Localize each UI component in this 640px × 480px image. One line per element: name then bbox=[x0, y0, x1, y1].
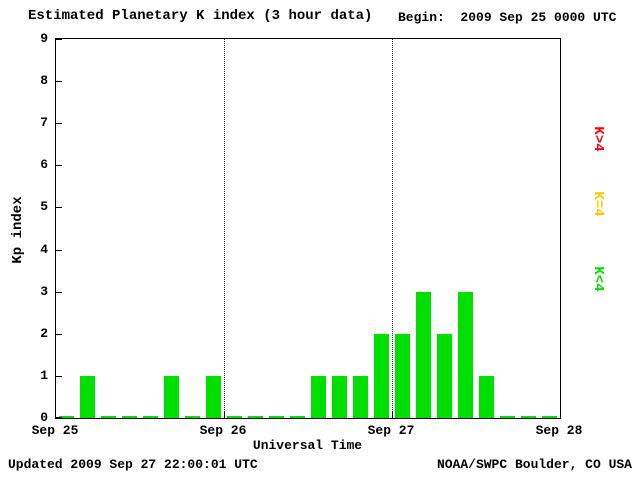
x-tick-label: Sep 28 bbox=[535, 423, 583, 438]
y-tick bbox=[56, 165, 62, 167]
x-tick-label: Sep 25 bbox=[31, 423, 79, 438]
y-tick bbox=[56, 249, 62, 251]
kp-bar bbox=[79, 375, 96, 418]
y-tick-label: 9 bbox=[40, 31, 48, 46]
y-tick-label: 6 bbox=[40, 157, 48, 173]
kp-bar bbox=[541, 416, 558, 418]
y-tick-label: 4 bbox=[40, 241, 48, 257]
y-tick bbox=[56, 207, 62, 209]
attribution: NOAA/SWPC Boulder, CO USA bbox=[436, 457, 632, 472]
kp-bar bbox=[121, 416, 138, 418]
y-tick bbox=[56, 123, 62, 125]
x-tick-label: Sep 27 bbox=[367, 423, 415, 438]
kp-bar bbox=[184, 416, 201, 418]
y-tick-label: 3 bbox=[40, 283, 48, 299]
plot-area bbox=[55, 38, 561, 419]
day-gridline bbox=[224, 39, 225, 418]
legend-item-mid: K=4 bbox=[590, 191, 606, 217]
day-gridline bbox=[392, 39, 393, 418]
kp-bar bbox=[436, 333, 453, 418]
y-tick bbox=[56, 81, 62, 83]
y-tick-label: 0 bbox=[40, 410, 48, 425]
kp-bar bbox=[247, 416, 264, 418]
x-tick bbox=[224, 412, 225, 418]
y-axis-label: Kp index bbox=[10, 196, 26, 264]
x-tick bbox=[392, 412, 393, 418]
legend-item-high: K>4 bbox=[590, 126, 606, 152]
x-axis-label: Universal Time bbox=[252, 438, 363, 453]
kp-bar bbox=[226, 416, 243, 418]
y-tick bbox=[56, 333, 62, 335]
updated-timestamp: Updated 2009 Sep 27 22:00:01 UTC bbox=[8, 457, 258, 472]
chart-title: Estimated Planetary K index (3 hour data… bbox=[28, 8, 373, 24]
kp-bar bbox=[142, 416, 159, 418]
kp-bar bbox=[310, 375, 327, 418]
y-tick-label: 5 bbox=[40, 199, 48, 215]
kp-bar bbox=[415, 291, 432, 418]
kp-bar bbox=[457, 291, 474, 418]
kp-bar bbox=[163, 375, 180, 418]
y-tick bbox=[56, 291, 62, 293]
y-tick bbox=[56, 375, 62, 377]
kp-bar bbox=[100, 416, 117, 418]
kp-bar bbox=[352, 375, 369, 418]
y-tick bbox=[56, 39, 62, 40]
kp-bar bbox=[520, 416, 537, 418]
y-tick-label: 1 bbox=[40, 367, 48, 383]
begin-timestamp: Begin: 2009 Sep 25 0000 UTC bbox=[398, 10, 617, 25]
y-tick-label: 2 bbox=[40, 325, 48, 341]
legend-item-low: K<4 bbox=[590, 266, 606, 292]
kp-bar bbox=[394, 333, 411, 418]
y-tick-label: 7 bbox=[40, 115, 48, 131]
kp-bar bbox=[205, 375, 222, 418]
kp-bar bbox=[373, 333, 390, 418]
kp-bar bbox=[58, 416, 75, 418]
y-tick bbox=[56, 417, 62, 418]
kp-bar bbox=[289, 416, 306, 418]
kp-bar bbox=[478, 375, 495, 418]
x-tick-label: Sep 26 bbox=[199, 423, 247, 438]
y-tick-label: 8 bbox=[40, 73, 48, 89]
kp-bar bbox=[268, 416, 285, 418]
kp-bar bbox=[499, 416, 516, 418]
kp-bar bbox=[331, 375, 348, 418]
